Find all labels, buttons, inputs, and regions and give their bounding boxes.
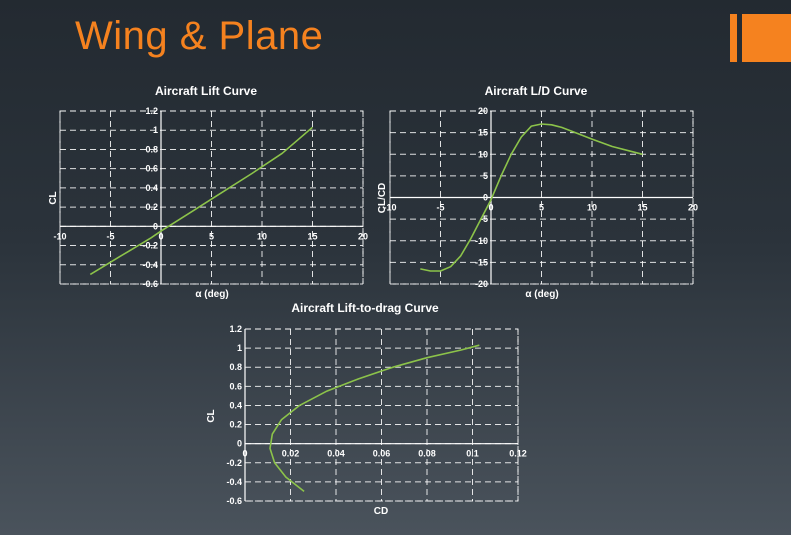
y-tick-label: 0 bbox=[237, 439, 242, 449]
x-tick-label: 0 bbox=[488, 203, 493, 213]
y-tick-label: 0.4 bbox=[145, 183, 158, 193]
chart-title: Aircraft Lift Curve bbox=[155, 84, 257, 98]
x-tick-label: 5 bbox=[209, 231, 214, 241]
y-tick-label: 0.2 bbox=[145, 202, 158, 212]
accent-bars bbox=[730, 14, 791, 62]
accent-bar-thin bbox=[730, 14, 737, 62]
x-tick-label: 0.1 bbox=[466, 449, 479, 459]
x-tick-label: 15 bbox=[307, 231, 317, 241]
x-tick-label: 10 bbox=[587, 203, 597, 213]
y-tick-label: -10 bbox=[475, 236, 488, 246]
y-tick-label: -15 bbox=[475, 257, 488, 267]
series-line bbox=[269, 344, 480, 493]
y-tick-label: 1 bbox=[237, 343, 242, 353]
chart-title: Aircraft Lift-to-drag Curve bbox=[291, 301, 439, 315]
y-tick-label: 0.4 bbox=[229, 400, 242, 410]
y-tick-label: -5 bbox=[480, 214, 488, 224]
y-tick-label: 0 bbox=[153, 221, 158, 231]
x-tick-label: 20 bbox=[358, 231, 368, 241]
x-tick-label: -5 bbox=[106, 231, 114, 241]
y-axis-label: CL bbox=[48, 191, 59, 204]
chart-3: -0.6-0.4-0.200.20.40.60.811.20 0.02 0.04 0.… bbox=[206, 301, 527, 517]
y-tick-label: -0.2 bbox=[226, 458, 242, 468]
y-tick-label: -0.4 bbox=[226, 477, 242, 487]
y-tick-label: 0.2 bbox=[229, 420, 242, 430]
y-tick-label: -0.6 bbox=[226, 496, 242, 506]
y-tick-label: -0.4 bbox=[142, 260, 158, 270]
x-tick-label: 15 bbox=[637, 203, 647, 213]
x-tick-label: 20 bbox=[688, 203, 698, 213]
y-axis-label: CL bbox=[206, 409, 217, 422]
y-tick-label: 20 bbox=[478, 106, 488, 116]
y-tick-label: 0 bbox=[483, 193, 488, 203]
chart-title: Aircraft L/D Curve bbox=[485, 84, 588, 98]
y-tick-label: 15 bbox=[478, 128, 488, 138]
x-tick-label: 0.04 bbox=[327, 449, 345, 459]
x-tick-label: 0.02 bbox=[282, 449, 300, 459]
y-tick-label: 1.2 bbox=[145, 106, 158, 116]
x-tick-label: 0.06 bbox=[373, 449, 391, 459]
series-line bbox=[89, 126, 314, 276]
y-tick-label: 10 bbox=[478, 149, 488, 159]
x-tick-label: 0 bbox=[158, 231, 163, 241]
y-tick-label: 1 bbox=[153, 125, 158, 135]
x-tick-label: 10 bbox=[257, 231, 267, 241]
x-tick-label: -5 bbox=[436, 203, 444, 213]
y-axis-label: CL/CD bbox=[377, 183, 388, 214]
x-axis-label: α (deg) bbox=[195, 289, 228, 300]
y-tick-label: 0.8 bbox=[145, 144, 158, 154]
y-tick-label: 0.6 bbox=[229, 381, 242, 391]
x-axis-label: α (deg) bbox=[525, 289, 558, 300]
x-tick-label: -10 bbox=[53, 231, 66, 241]
x-tick-label: -10 bbox=[383, 203, 396, 213]
y-tick-label: -0.2 bbox=[142, 241, 158, 251]
y-tick-label: 0.6 bbox=[145, 164, 158, 174]
y-tick-label: 5 bbox=[483, 171, 488, 181]
x-tick-label: 5 bbox=[539, 203, 544, 213]
x-axis-label: CD bbox=[374, 506, 388, 517]
x-tick-label: 0.12 bbox=[509, 449, 527, 459]
y-tick-label: 1.2 bbox=[229, 324, 242, 334]
y-tick-label: 0.8 bbox=[229, 362, 242, 372]
y-tick-label: -20 bbox=[475, 279, 488, 289]
accent-bar-wide bbox=[742, 14, 791, 62]
slide-title: Wing & Plane bbox=[75, 14, 324, 58]
x-tick-label: 0 bbox=[242, 449, 247, 459]
y-tick-label: -0.6 bbox=[142, 279, 158, 289]
chart-1: -0.6-0.4-0.200.20.40.60.811.2-10 -5 0 5 10 15… bbox=[48, 84, 368, 300]
x-tick-label: 0.08 bbox=[418, 449, 436, 459]
series-line bbox=[420, 123, 643, 272]
